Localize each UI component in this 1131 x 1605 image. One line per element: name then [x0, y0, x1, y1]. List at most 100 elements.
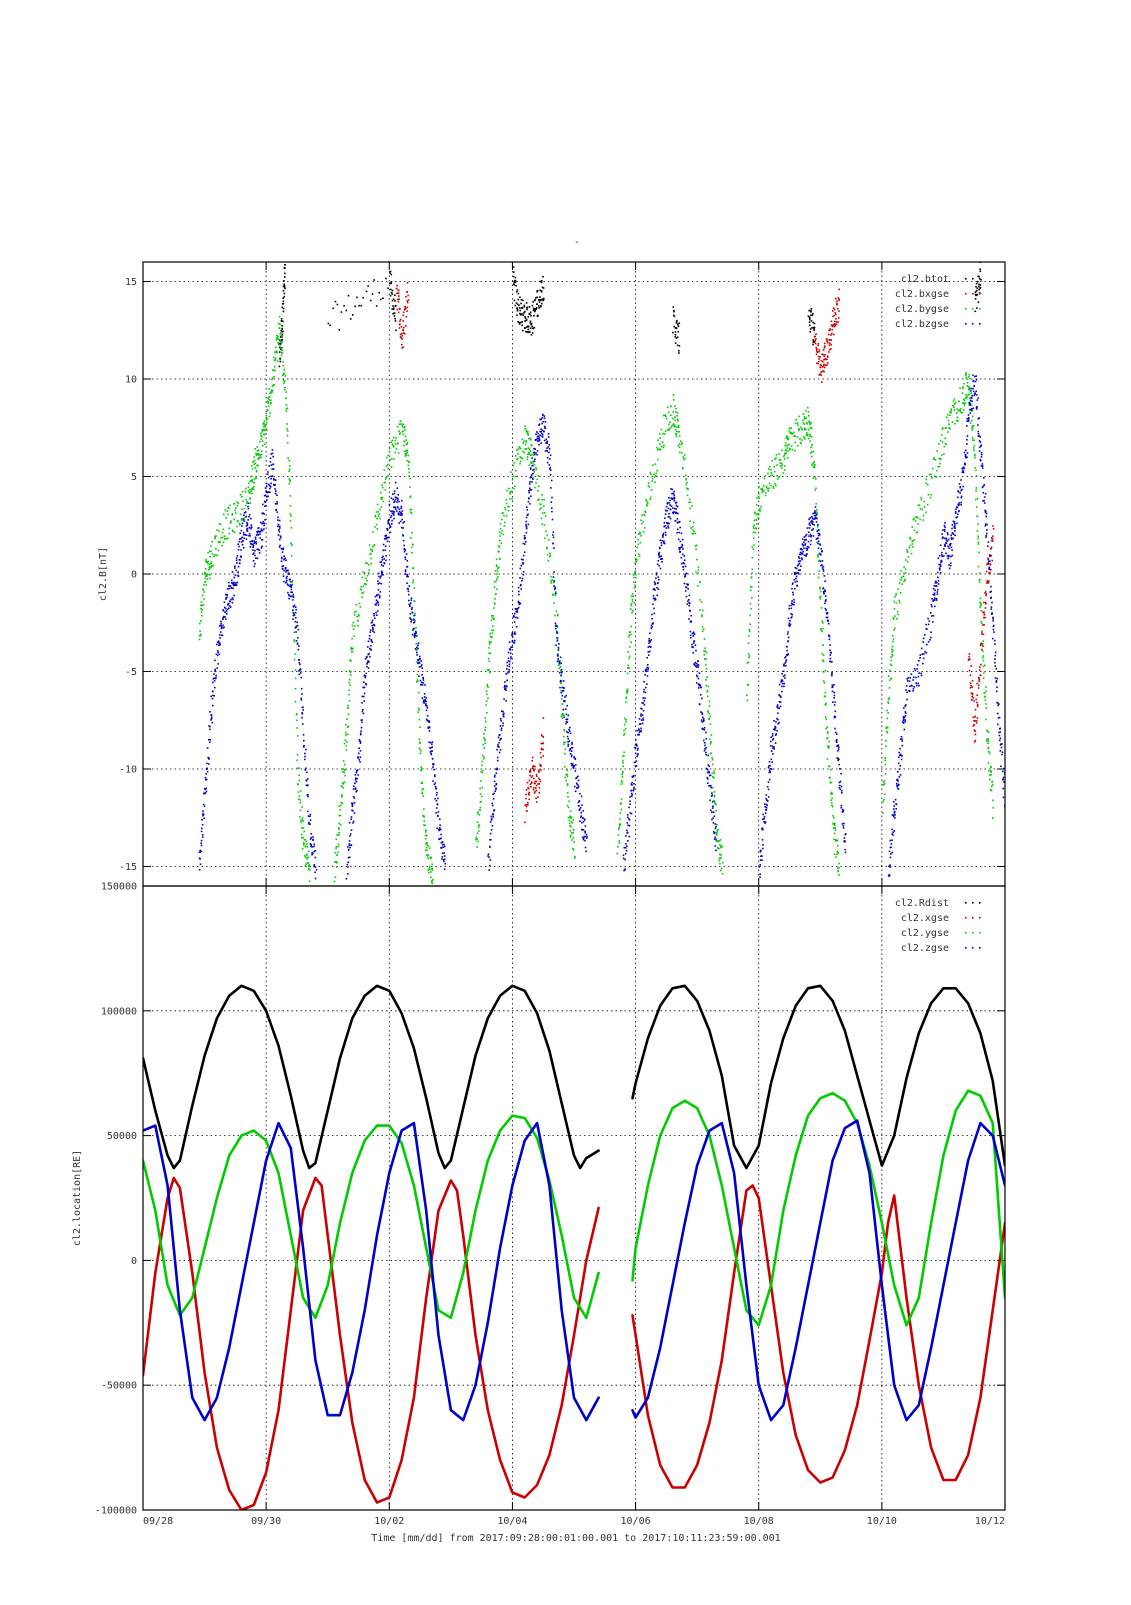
data-point [823, 371, 825, 373]
data-point [970, 392, 972, 394]
data-point [273, 479, 275, 481]
data-point [315, 878, 317, 880]
data-point [398, 522, 400, 524]
data-point [334, 852, 336, 854]
data-point [990, 774, 992, 776]
data-point [363, 696, 365, 698]
data-point [369, 635, 371, 637]
data-point [406, 443, 408, 445]
data-point [400, 319, 402, 321]
data-point [813, 451, 815, 453]
data-point [408, 475, 410, 477]
data-point [214, 660, 216, 662]
data-point [405, 559, 407, 561]
data-point [505, 673, 507, 675]
data-point [630, 634, 632, 636]
data-point [631, 596, 633, 598]
data-point [526, 789, 528, 791]
data-point [493, 607, 495, 609]
data-point [565, 777, 567, 779]
data-point [526, 506, 528, 508]
data-point [571, 765, 573, 767]
data-point [570, 810, 572, 812]
data-point [538, 770, 540, 772]
data-point [496, 749, 498, 751]
data-point [248, 516, 250, 518]
data-point [979, 606, 981, 608]
data-point [979, 679, 981, 681]
data-point [255, 538, 257, 540]
data-point [540, 757, 542, 759]
data-point [356, 790, 358, 792]
data-point [547, 457, 549, 459]
data-point [523, 441, 525, 443]
data-point [279, 545, 281, 547]
data-point [894, 596, 896, 598]
data-point [678, 352, 680, 354]
data-point [356, 297, 358, 299]
data-point [748, 684, 750, 686]
data-point [256, 534, 258, 536]
data-point [375, 596, 377, 598]
data-point [705, 685, 707, 687]
data-point [663, 447, 665, 449]
data-point [508, 669, 510, 671]
data-point [379, 509, 381, 511]
data-point [527, 433, 529, 435]
data-point [353, 788, 355, 790]
data-point [264, 519, 266, 521]
data-point [673, 491, 675, 493]
data-point [382, 550, 384, 552]
data-point [907, 551, 909, 553]
data-point [914, 530, 916, 532]
data-point [445, 863, 447, 865]
data-point [411, 599, 413, 601]
data-point [991, 560, 993, 562]
data-point [705, 659, 707, 661]
data-point [384, 563, 386, 565]
data-point [494, 793, 496, 795]
data-point [487, 697, 489, 699]
data-point [347, 846, 349, 848]
data-point [812, 523, 814, 525]
data-point [284, 273, 286, 275]
data-point [818, 356, 820, 358]
data-point [480, 801, 482, 803]
data-point [385, 535, 387, 537]
data-point [411, 513, 413, 515]
data-point [518, 304, 520, 306]
data-point [395, 330, 397, 332]
data-point [970, 687, 972, 689]
data-point [978, 543, 980, 545]
data-point [815, 340, 817, 342]
data-point [653, 473, 655, 475]
data-point [556, 610, 558, 612]
data-point [802, 545, 804, 547]
data-point [821, 631, 823, 633]
data-point [212, 541, 214, 543]
data-point [257, 558, 259, 560]
data-point [298, 767, 300, 769]
data-point [556, 632, 558, 634]
data-point [636, 745, 638, 747]
data-point [247, 530, 249, 532]
data-point [535, 787, 537, 789]
data-point [420, 753, 422, 755]
data-point [823, 359, 825, 361]
data-point [658, 565, 660, 567]
data-point [276, 501, 278, 503]
data-point [206, 575, 208, 577]
data-point [344, 764, 346, 766]
data-point [781, 467, 783, 469]
data-point [658, 588, 660, 590]
data-point [508, 506, 510, 508]
data-point [426, 847, 428, 849]
data-point [490, 821, 492, 823]
data-point [650, 641, 652, 643]
data-point [228, 507, 230, 509]
data-point [651, 614, 653, 616]
data-point [495, 570, 497, 572]
data-point [276, 338, 278, 340]
data-point [791, 600, 793, 602]
data-point [720, 845, 722, 847]
